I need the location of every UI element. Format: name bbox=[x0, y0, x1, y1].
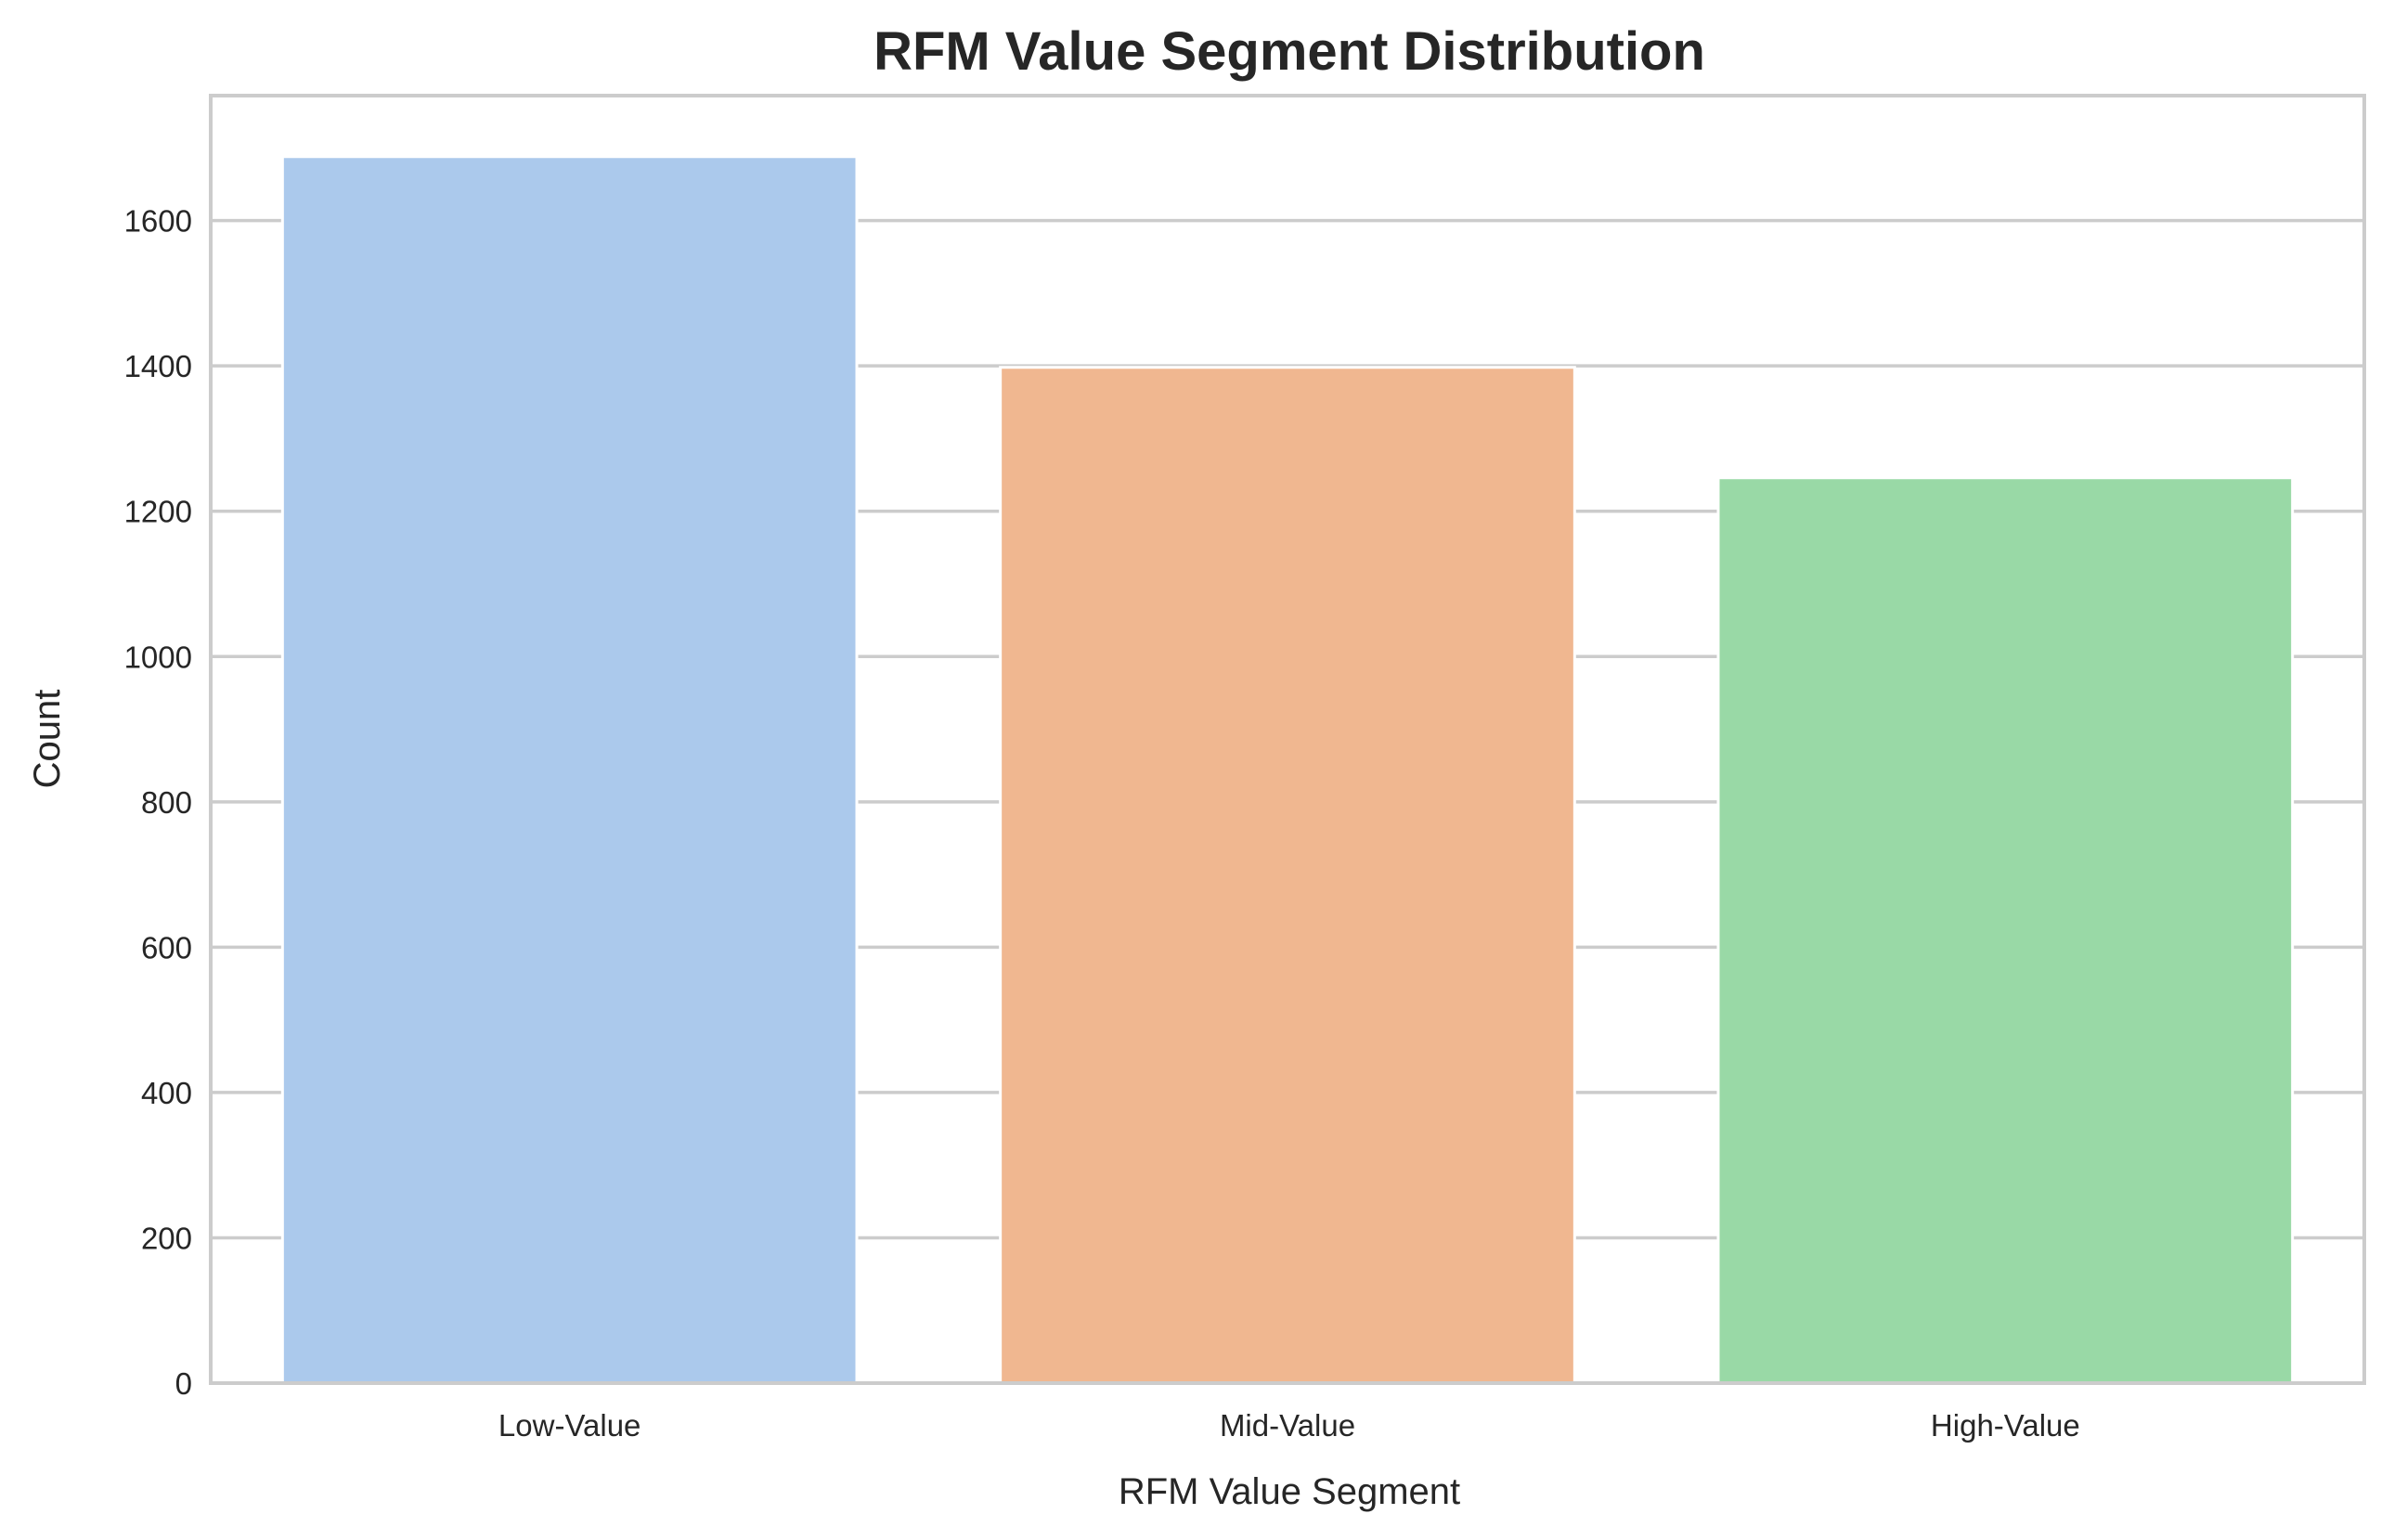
y-tick-labels: 0 200 400 600 800 1000 1200 1400 1600 bbox=[124, 204, 192, 1401]
y-tick-label: 1200 bbox=[124, 495, 192, 529]
x-axis-label: RFM Value Segment bbox=[1119, 1471, 1460, 1512]
bar-high-value bbox=[1716, 476, 2295, 1385]
bars bbox=[280, 155, 2295, 1385]
x-tick-label: Low-Value bbox=[498, 1408, 641, 1443]
bar-mid-value bbox=[999, 366, 1576, 1385]
y-tick-label: 400 bbox=[141, 1076, 192, 1110]
y-tick-label: 1000 bbox=[124, 640, 192, 674]
y-tick-label: 200 bbox=[141, 1221, 192, 1255]
plot-frame bbox=[209, 94, 2366, 1385]
y-tick-label: 600 bbox=[141, 930, 192, 964]
x-tick-label: High-Value bbox=[1931, 1408, 2080, 1443]
y-tick-label: 800 bbox=[141, 785, 192, 820]
y-tick-label: 1400 bbox=[124, 349, 192, 383]
x-tick-label: Mid-Value bbox=[1220, 1408, 1355, 1443]
x-tick-labels: Low-Value Mid-Value High-Value bbox=[498, 1408, 2080, 1443]
y-axis-label: Count bbox=[27, 690, 68, 789]
bar-low-value bbox=[280, 155, 859, 1385]
y-tick-label: 1600 bbox=[124, 204, 192, 239]
y-tick-label: 0 bbox=[175, 1366, 192, 1401]
chart-title: RFM Value Segment Distribution bbox=[873, 21, 1705, 82]
